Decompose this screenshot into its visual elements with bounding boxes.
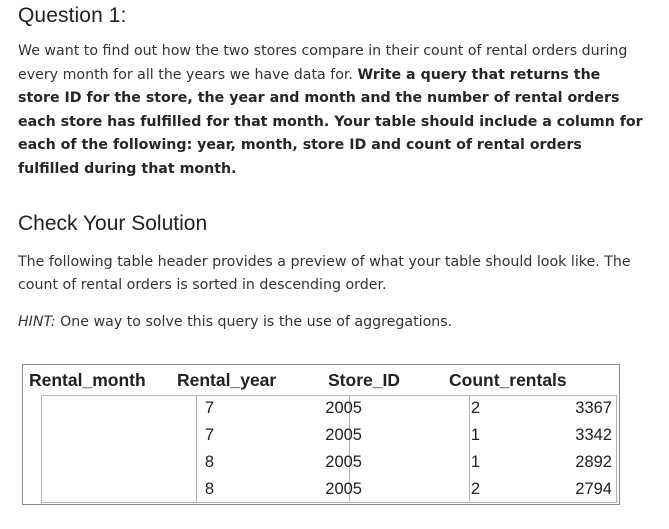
preview-table: Rental_month Rental_year Store_ID Count_… <box>22 364 620 505</box>
cell-rental-month: 8 <box>204 480 214 498</box>
header-rental-month: Rental_month <box>29 370 146 390</box>
cell-count-rentals: 2892 <box>575 453 612 471</box>
table-row: 8 2005 1 2892 <box>42 450 616 477</box>
cell-store-id: 1 <box>470 426 480 444</box>
table-header: Rental_month Rental_year Store_ID Count_… <box>23 365 619 395</box>
hint-label: HINT: <box>18 314 56 330</box>
cell-rental-year: 2005 <box>325 399 362 417</box>
cell-count-rentals: 2794 <box>575 480 612 498</box>
question-intro-bold: Write a query that returns the store ID … <box>18 66 643 177</box>
header-store-id: Store_ID <box>328 370 400 390</box>
hint-body: One way to solve this query is the use o… <box>55 314 453 330</box>
header-count-rentals: Count_rentals <box>449 370 567 390</box>
cell-rental-year: 2005 <box>325 453 362 471</box>
header-rental-year: Rental_year <box>177 370 277 390</box>
table-row: 7 2005 1 3342 <box>42 423 616 450</box>
table-row: 7 2005 2 3367 <box>42 396 616 423</box>
hint-text: HINT: One way to solve this query is the… <box>18 311 452 333</box>
cell-rental-month: 7 <box>204 399 214 417</box>
cell-rental-year: 2005 <box>325 426 362 444</box>
cell-count-rentals: 3367 <box>575 399 612 417</box>
check-solution-title: Check Your Solution <box>18 212 208 235</box>
cell-rental-month: 8 <box>204 453 214 471</box>
cell-rental-year: 2005 <box>325 480 362 498</box>
column-divider <box>196 396 197 502</box>
question-title: Question 1: <box>18 4 127 27</box>
cell-rental-month: 7 <box>204 426 214 444</box>
cell-store-id: 2 <box>470 480 480 498</box>
cell-store-id: 1 <box>470 453 480 471</box>
column-divider <box>469 396 470 502</box>
cell-count-rentals: 3342 <box>575 426 612 444</box>
table-body: 7 2005 2 3367 7 2005 1 3342 8 2005 1 289… <box>41 395 617 503</box>
question-description: We want to find out how the two stores c… <box>18 40 646 181</box>
column-divider <box>349 396 350 502</box>
table-row: 8 2005 2 2794 <box>42 477 616 504</box>
cell-store-id: 2 <box>470 399 480 417</box>
question-intro-plain: We want to find out how the two stores c… <box>18 43 628 83</box>
check-solution-description: The following table header provides a pr… <box>18 254 631 293</box>
